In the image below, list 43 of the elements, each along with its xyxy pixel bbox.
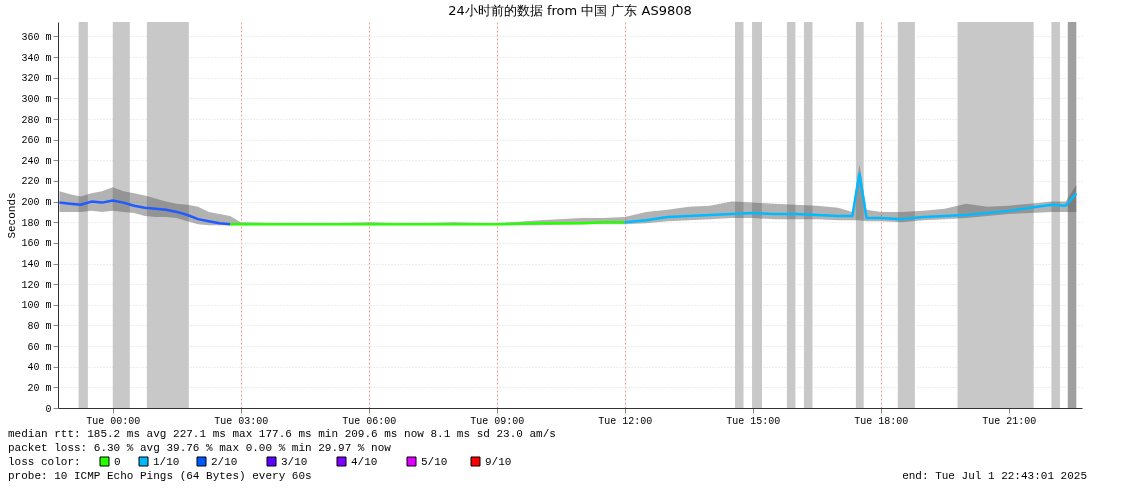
text: 1/10 <box>153 456 180 468</box>
text: packet loss: 6.30 % avg 39.76 % max 0.00 % min 29.97 % now <box>8 442 392 454</box>
y-axis-title: Seconds <box>6 192 19 239</box>
line-series <box>58 199 232 226</box>
x-tick-label: Tue 00:00 <box>86 415 141 427</box>
y-tick-label: 160 m <box>21 238 52 250</box>
y-tick-label: 220 m <box>21 176 52 188</box>
text: probe: 10 ICMP Echo Pings (64 Bytes) every 60s <box>8 470 312 482</box>
y-tick-label: 260 m <box>21 135 52 147</box>
y-tick-label: 100 m <box>21 300 52 312</box>
y-tick-label: 80 m <box>27 320 52 332</box>
text: 3/10 <box>281 456 308 468</box>
text: median rtt: 185.2 ms avg 227.1 ms max 177.6 ms min 209.6 ms now 8.1 ms sd 23.0 am/s <box>8 428 556 440</box>
y-tick-label: 140 m <box>21 259 52 271</box>
x-tick-label: Tue 15:00 <box>726 415 781 427</box>
y-tick-label: 60 m <box>27 341 52 353</box>
text: 9/10 <box>485 456 512 468</box>
y-tick-label: 0 <box>45 403 52 415</box>
line-series <box>623 172 1078 224</box>
y-tick-label: 20 m <box>27 382 52 394</box>
y-tick-label: 180 m <box>21 217 52 229</box>
x-tick-label: Tue 09:00 <box>470 415 525 427</box>
y-tick-label: 280 m <box>21 114 52 126</box>
text: 4/10 <box>351 456 378 468</box>
text: end: Tue Jul 1 22:43:01 2025 <box>902 470 1087 482</box>
y-tick-label: 360 m <box>21 31 52 43</box>
x-tick-label: Tue 18:00 <box>854 415 909 427</box>
y-tick-label: 120 m <box>21 279 52 291</box>
y-tick-label: 240 m <box>21 155 52 167</box>
text: 0 <box>114 456 121 468</box>
y-tick-label: 40 m <box>27 362 52 374</box>
x-tick-label: Tue 21:00 <box>982 415 1037 427</box>
y-tick-label: 300 m <box>21 93 52 105</box>
text: 5/10 <box>421 456 448 468</box>
y-tick-label: 200 m <box>21 197 52 209</box>
chart-title: 24小时前的数据 from 中国 广东 AS9808 <box>448 3 692 18</box>
text: loss color: <box>8 456 81 468</box>
x-tick-label: Tue 06:00 <box>342 415 397 427</box>
y-tick-label: 320 m <box>21 73 52 85</box>
y-tick-label: 340 m <box>21 52 52 64</box>
text: 2/10 <box>211 456 238 468</box>
x-tick-label: Tue 12:00 <box>598 415 653 427</box>
x-tick-label: Tue 03:00 <box>214 415 269 427</box>
